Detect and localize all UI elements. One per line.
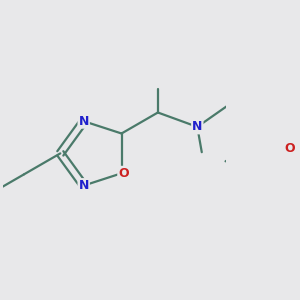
Text: N: N: [79, 179, 89, 192]
Text: O: O: [284, 142, 295, 155]
Text: O: O: [118, 167, 129, 180]
Text: N: N: [79, 115, 89, 128]
Text: N: N: [192, 120, 202, 134]
